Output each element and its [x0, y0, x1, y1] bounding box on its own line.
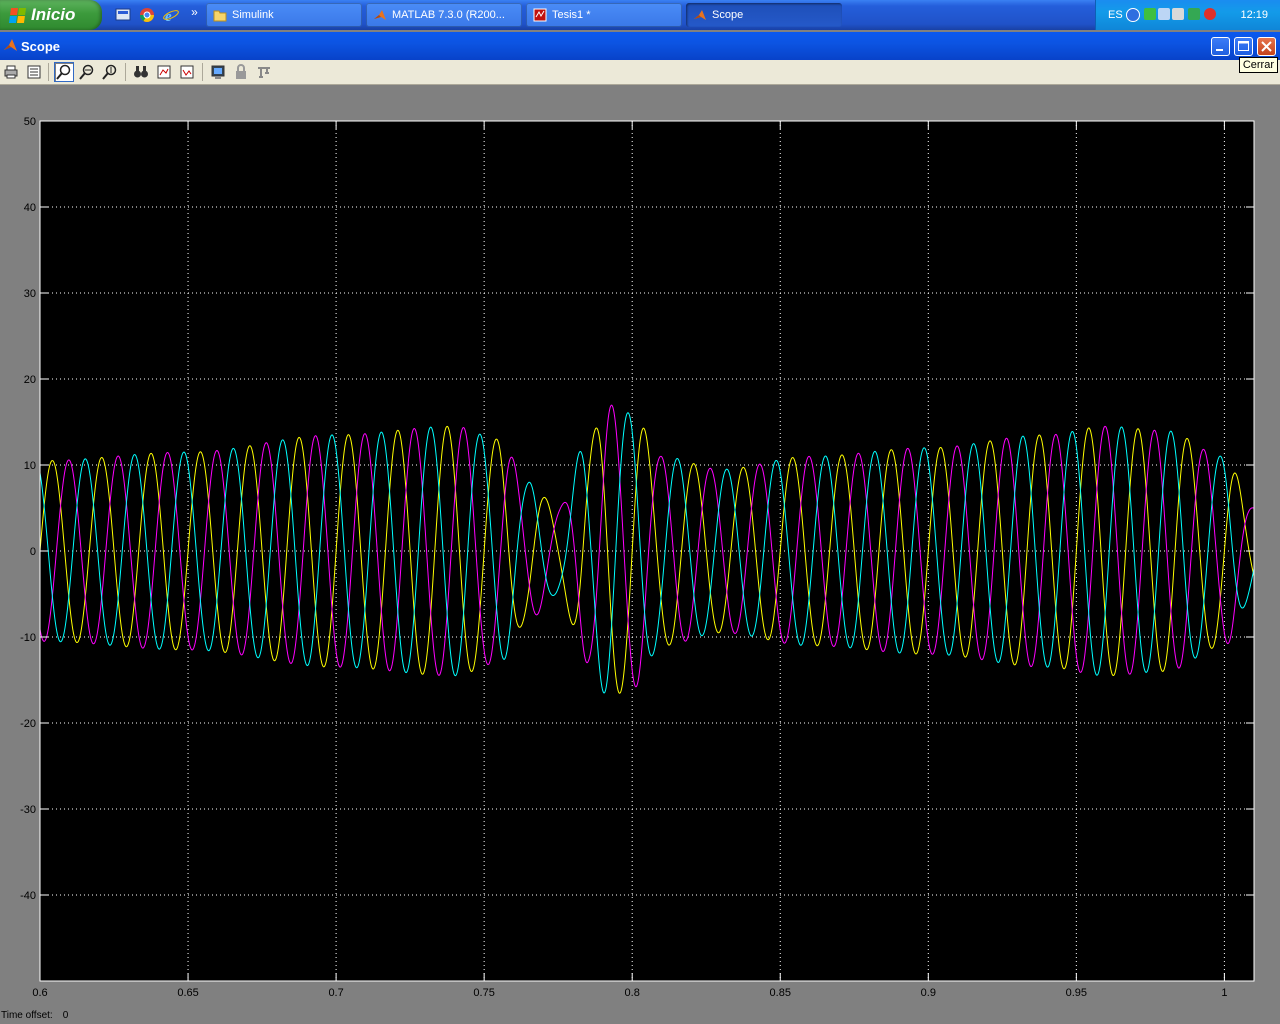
x-tick-label: 0.85 — [770, 987, 791, 999]
taskbar-button-tesis1[interactable]: Tesis1 * — [526, 3, 682, 27]
y-tick-label: -20 — [20, 718, 36, 730]
internet-explorer-icon[interactable]: e — [162, 6, 179, 23]
show-desktop-icon[interactable] — [114, 6, 131, 23]
system-tray: ES 12:19 — [1095, 0, 1280, 30]
matlab-icon — [4, 39, 17, 51]
restore-axes-icon — [180, 65, 194, 79]
y-tick-label: -10 — [20, 632, 36, 644]
zoom-x-button[interactable] — [77, 62, 97, 82]
windows-logo-icon — [8, 7, 27, 23]
series-line-1 — [39, 425, 1255, 694]
start-label: Inicio — [31, 5, 76, 24]
autoscale-button[interactable] — [131, 62, 151, 82]
close-tooltip: Cerrar — [1238, 57, 1278, 73]
axis-ticks: 0.6 0.65 0.7 0.75 0.8 0.85 0.9 0.95 1 50 40 30 20 10 0… — [20, 116, 1254, 999]
overflow-chevron-icon[interactable]: » — [191, 4, 198, 19]
tray-network-icon[interactable] — [1158, 8, 1170, 20]
signal-selector-icon — [258, 67, 270, 78]
zoom-y-button[interactable] — [100, 62, 120, 82]
scope-toolbar — [0, 60, 1280, 85]
series-line-2 — [39, 404, 1255, 688]
zoom-y-icon — [102, 64, 117, 80]
chrome-icon[interactable] — [138, 6, 155, 23]
simulink-model-icon — [533, 8, 547, 22]
close-button[interactable] — [1257, 37, 1276, 56]
start-button[interactable]: Inicio — [0, 0, 102, 30]
y-tick-label: -30 — [20, 804, 36, 816]
language-indicator[interactable]: ES — [1108, 9, 1123, 21]
matlab-icon — [374, 10, 386, 20]
minimize-button[interactable] — [1211, 37, 1230, 56]
matlab-icon — [694, 10, 706, 20]
y-tick-label: 10 — [24, 460, 36, 472]
y-tick-label: 50 — [24, 116, 36, 128]
time-offset-status: Time offset: 0 — [1, 1010, 68, 1021]
axes-frame — [39, 120, 1255, 982]
x-tick-label: 0.75 — [473, 987, 494, 999]
x-tick-label: 0.95 — [1066, 987, 1087, 999]
window-titlebar[interactable]: Scope — [0, 32, 1280, 60]
taskbar-button-simulink[interactable]: Simulink — [206, 3, 362, 27]
toolbar-separator — [202, 63, 203, 81]
print-button[interactable] — [1, 62, 21, 82]
minimize-icon — [1216, 49, 1223, 51]
close-icon — [1261, 41, 1272, 52]
zoom-icon — [56, 64, 71, 80]
clock: 12:19 — [1240, 9, 1268, 21]
y-tick-label: 30 — [24, 288, 36, 300]
toolbar-separator — [48, 63, 49, 81]
y-tick-label: 20 — [24, 374, 36, 386]
y-tick-label: -40 — [20, 890, 36, 902]
time-offset-value: 0 — [62, 1010, 69, 1021]
svg-text:e: e — [165, 9, 172, 23]
lock-axes-button[interactable] — [231, 62, 251, 82]
axes-background — [40, 121, 1254, 981]
time-offset-label: Time offset: — [1, 1010, 53, 1021]
signal-traces — [39, 404, 1255, 694]
scope-plot[interactable]: 0.6 0.65 0.7 0.75 0.8 0.85 0.9 0.95 1 50 40 30 20 10 0… — [0, 88, 1280, 1008]
parameters-icon — [27, 65, 41, 79]
autoscale-icon — [134, 66, 148, 78]
lock-axes-icon — [236, 64, 246, 79]
print-icon — [4, 65, 18, 79]
taskbar-button-scope[interactable]: Scope — [686, 3, 842, 27]
y-tick-label: 0 — [30, 546, 36, 558]
taskbar: Inicio e » Simulink MATLAB 7.3.0 (R200..… — [0, 0, 1280, 30]
maximize-button[interactable] — [1234, 37, 1253, 56]
x-tick-label: 0.65 — [177, 987, 198, 999]
folder-icon — [213, 10, 227, 22]
grid — [40, 120, 1254, 981]
x-tick-label: 0.9 — [921, 987, 936, 999]
taskbar-button-matlab[interactable]: MATLAB 7.3.0 (R200... — [366, 3, 522, 27]
restore-axes-button[interactable] — [177, 62, 197, 82]
x-tick-label: 0.7 — [328, 987, 343, 999]
zoom-button[interactable] — [54, 62, 74, 82]
zoom-x-icon — [79, 64, 94, 80]
save-axes-button[interactable] — [154, 62, 174, 82]
maximize-icon — [1238, 41, 1249, 51]
x-tick-label: 0.6 — [32, 987, 47, 999]
tray-sync-icon[interactable] — [1144, 8, 1156, 20]
floating-scope-button[interactable] — [208, 62, 228, 82]
toolbar-separator — [125, 63, 126, 81]
x-tick-label: 0.8 — [625, 987, 640, 999]
y-tick-label: 40 — [24, 202, 36, 214]
floating-scope-icon — [211, 65, 225, 79]
tray-display-icon[interactable] — [1172, 8, 1184, 20]
parameters-button[interactable] — [24, 62, 44, 82]
tray-arrow-icon[interactable] — [1126, 8, 1140, 22]
series-line-3 — [39, 412, 1255, 694]
x-tick-label: 1 — [1221, 987, 1227, 999]
tray-security-icon[interactable] — [1188, 8, 1200, 20]
tray-update-icon[interactable] — [1204, 8, 1216, 20]
signal-selector-button[interactable] — [254, 62, 274, 82]
window-title: Scope — [21, 39, 61, 54]
save-axes-icon — [157, 65, 171, 79]
